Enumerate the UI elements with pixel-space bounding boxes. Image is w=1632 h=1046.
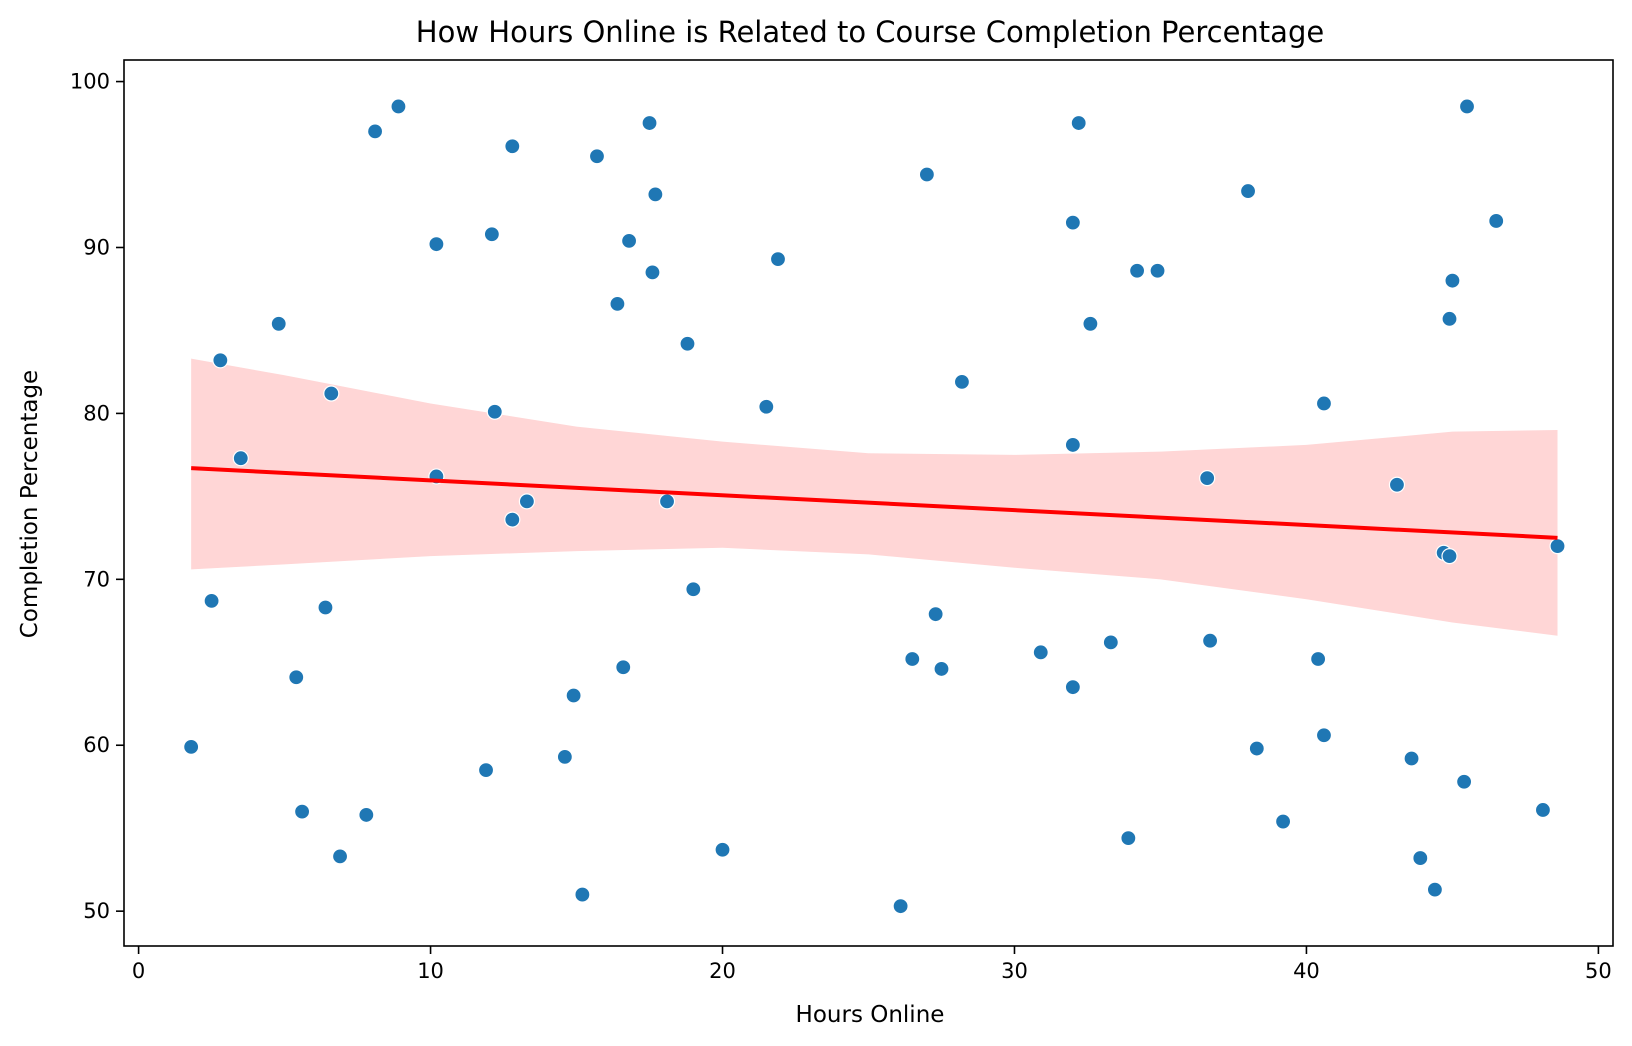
x-tick-label: 10 [417,959,444,983]
data-point [1032,644,1049,661]
data-point [647,186,664,203]
data-point [892,898,909,915]
data-point [358,806,375,824]
data-point [1070,114,1087,132]
x-axis-ticks: 0 10 20 30 40 50 [132,946,1612,983]
data-point [428,236,445,253]
data-point [1120,830,1137,847]
regression-line [191,466,1558,540]
data-point [1248,740,1265,757]
y-axis-ticks: 50 60 70 80 90 100 [70,70,124,923]
data-point [1488,212,1505,230]
x-tick-label: 30 [1001,959,1028,983]
y-tick-label: 70 [83,567,110,591]
y-tick-label: 100 [70,70,110,94]
data-point [232,450,249,467]
data-point [1064,679,1081,696]
data-point [270,315,287,332]
data-point [769,251,787,268]
data-point [1441,547,1458,565]
data-point [758,398,775,415]
data-point [1102,634,1119,651]
y-tick-label: 60 [83,733,110,757]
y-tick-label: 50 [83,899,110,923]
data-point [1412,849,1429,867]
chart-title: How Hours Online is Related to Course Co… [416,15,1324,49]
data-point [203,592,220,609]
data-point [317,599,334,616]
x-tick-label: 20 [709,959,736,983]
data-point [293,803,311,820]
data-point [1239,182,1257,200]
data-point [641,114,658,132]
data-point [1444,272,1461,289]
plot-frame [123,59,1614,947]
data-point [644,264,661,281]
data-point [1403,750,1420,767]
data-point [1201,632,1219,649]
data-point [620,232,638,249]
data-point [288,669,305,686]
data-point [714,841,731,858]
x-tick-label: 40 [1293,959,1320,983]
data-point [1388,476,1406,493]
data-point [486,403,503,420]
data-point [679,335,696,352]
data-point [1082,315,1099,332]
data-point [390,98,407,115]
data-point [1064,214,1081,231]
data-point [1129,262,1146,279]
data-point [1455,773,1473,790]
data-point [1534,801,1552,819]
data-point [1274,813,1292,830]
data-point [1315,395,1333,412]
data-point [565,687,582,704]
x-tick-label: 50 [1585,959,1612,983]
data-point [504,138,521,155]
data-point [504,511,521,528]
data-point [1426,881,1444,898]
data-point [323,385,340,402]
y-tick-label: 90 [83,235,110,259]
data-point [1149,262,1166,279]
data-point [1458,98,1476,115]
data-point [1064,436,1081,454]
data-point [1315,727,1333,744]
data-point [212,352,229,369]
data-point [953,373,971,390]
data-point [1549,538,1566,555]
data-point [1310,650,1327,668]
data-point [904,650,921,668]
y-axis-label: Completion Percentage [17,370,43,638]
data-point [1441,310,1458,327]
data-point [685,581,702,598]
data-point [331,848,349,865]
data-point [609,295,626,312]
data-point [933,660,950,678]
data-point [658,493,676,510]
data-point [918,166,935,183]
plot-area [183,98,1566,915]
x-axis-label: Hours Online [796,1002,945,1028]
data-points [183,98,1566,915]
confidence-band [191,358,1558,636]
data-point [183,738,200,755]
y-tick-label: 80 [83,401,110,425]
data-point [477,762,495,779]
data-point [483,226,500,243]
data-point [366,123,384,140]
data-point [1199,470,1216,487]
data-point [518,493,536,510]
x-tick-label: 0 [132,959,145,983]
data-point [574,886,591,903]
data-point [556,748,573,765]
data-point [615,659,632,676]
data-point [588,148,606,165]
data-point [927,606,944,623]
